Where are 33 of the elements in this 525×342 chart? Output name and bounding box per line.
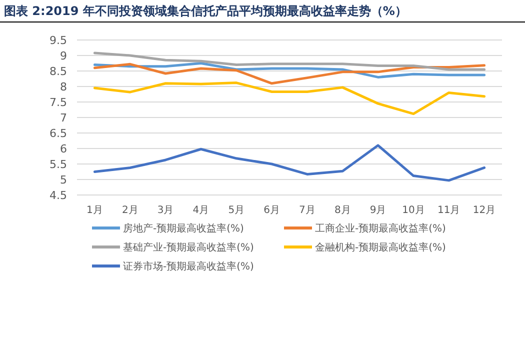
line-series xyxy=(93,62,486,85)
x-tick-label: 10月 xyxy=(402,205,425,216)
y-tick-label: 8 xyxy=(60,80,67,94)
legend-label: 房地产-预期最高收益率(%) xyxy=(123,222,244,234)
legend-label: 金融机构-预期最高收益率(%) xyxy=(315,242,446,254)
x-tick-label: 9月 xyxy=(370,205,386,216)
chart-title: 图表 2:2019 年不同投资领域集合信托产品平均预期最高收益率走势（%） xyxy=(4,4,407,18)
x-tick-label: 1月 xyxy=(86,205,103,216)
y-tick-label: 4.5 xyxy=(50,188,67,202)
y-tick-label: 9.5 xyxy=(50,34,67,47)
y-tick-label: 5.5 xyxy=(50,158,67,171)
y-tick-label: 6 xyxy=(60,142,67,156)
line-series xyxy=(93,52,486,71)
x-tick-label: 12月 xyxy=(472,205,496,216)
x-tick-label: 4月 xyxy=(192,205,210,216)
legend-label: 工商企业-预期最高收益率(%) xyxy=(315,222,446,234)
y-tick-label: 7 xyxy=(60,111,67,124)
y-tick-label: 9 xyxy=(60,49,67,62)
y-tick-label: 6.5 xyxy=(50,126,67,140)
x-tick-label: 5月 xyxy=(228,205,245,216)
y-tick-label: 7.5 xyxy=(50,96,67,109)
x-tick-label: 8月 xyxy=(334,205,351,216)
x-tick-label: 2月 xyxy=(122,205,138,216)
x-tick-label: 6月 xyxy=(264,205,280,216)
legend-label: 证券市场-预期最高收益率(%) xyxy=(123,260,254,272)
x-tick-label: 11月 xyxy=(438,205,460,216)
x-tick-label: 7月 xyxy=(299,205,316,216)
line-series xyxy=(93,82,486,116)
legend-label: 基础产业-预期最高收益率(%) xyxy=(123,242,254,254)
x-tick-label: 3月 xyxy=(157,205,174,216)
y-tick-label: 5 xyxy=(60,173,67,186)
y-tick-label: 8.5 xyxy=(50,64,67,78)
line-series xyxy=(93,144,486,182)
